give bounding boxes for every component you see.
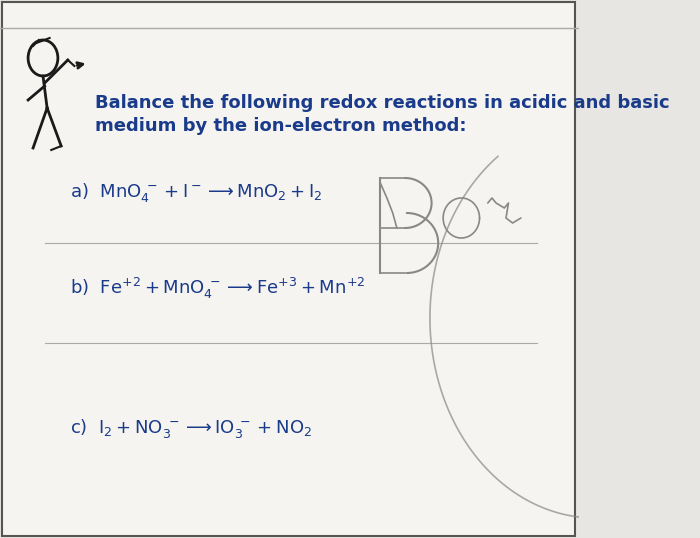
Text: medium by the ion-electron method:: medium by the ion-electron method: [95, 117, 467, 135]
Text: b)  $\mathrm{Fe^{+2} + MnO_4^{\;-} \longrightarrow Fe^{+3} + Mn^{+2}}$: b) $\mathrm{Fe^{+2} + MnO_4^{\;-} \longr… [70, 275, 365, 301]
Text: c)  $\mathrm{I_2 + NO_3^{\;-} \longrightarrow IO_3^{\;-} + NO_2}$: c) $\mathrm{I_2 + NO_3^{\;-} \longrighta… [70, 416, 312, 440]
Text: Balance the following redox reactions in acidic and basic: Balance the following redox reactions in… [95, 94, 670, 112]
FancyBboxPatch shape [1, 2, 575, 536]
Text: a)  $\mathrm{MnO_4^{\;-} + I^- \longrightarrow MnO_2 + I_2}$: a) $\mathrm{MnO_4^{\;-} + I^- \longright… [70, 181, 323, 204]
